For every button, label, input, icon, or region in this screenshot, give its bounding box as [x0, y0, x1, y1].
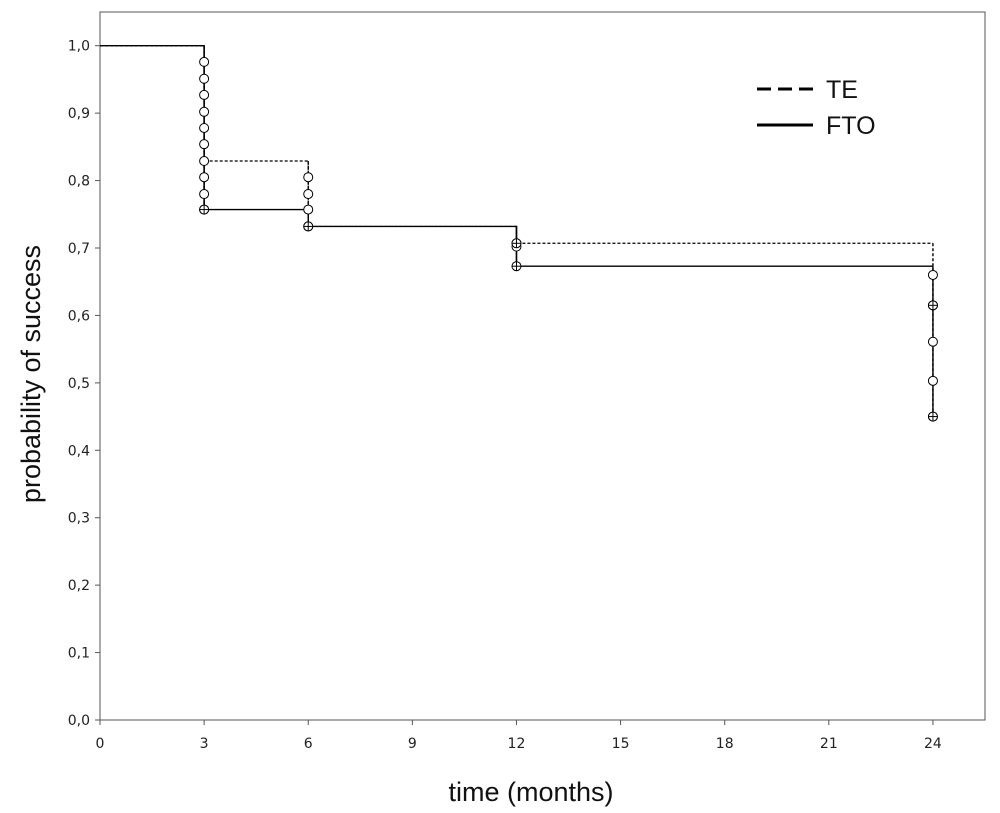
- te-event-marker: [927, 375, 938, 386]
- te-event-marker: [303, 172, 314, 183]
- x-tick-label: 15: [612, 736, 630, 752]
- y-tick-label: 0,7: [68, 241, 90, 257]
- x-tick-label: 12: [508, 736, 526, 752]
- y-tick-label: 1,0: [68, 39, 90, 55]
- y-tick-label: 0,8: [68, 174, 90, 190]
- te-event-marker: [199, 139, 210, 150]
- te-event-marker: [199, 73, 210, 84]
- x-tick-label: 21: [820, 736, 838, 752]
- y-tick-label: 0,0: [68, 713, 90, 729]
- legend-label-te: TE: [826, 76, 858, 104]
- x-tick-label: 9: [408, 736, 417, 752]
- y-tick-label: 0,1: [68, 646, 90, 662]
- x-axis-ticks: 0 3 6 9 12 15 18 21 24: [96, 720, 942, 752]
- marker-layer: [199, 56, 938, 422]
- te-event-marker: [199, 189, 210, 200]
- y-tick-label: 0,2: [68, 578, 90, 594]
- legend: TE FTO: [757, 76, 876, 140]
- y-tick-label: 0,3: [68, 511, 90, 527]
- te-event-marker: [199, 122, 210, 133]
- y-tick-label: 0,4: [68, 443, 90, 459]
- plot-frame: [99, 11, 986, 721]
- x-tick-label: 3: [200, 736, 209, 752]
- te-event-marker: [303, 189, 314, 200]
- x-tick-label: 24: [924, 736, 942, 752]
- x-tick-label: 6: [304, 736, 313, 752]
- te-event-marker: [927, 269, 938, 280]
- x-tick-label: 18: [716, 736, 734, 752]
- y-axis-title: probability of success: [16, 245, 46, 503]
- x-tick-label: 0: [96, 736, 105, 752]
- te-event-marker: [927, 336, 938, 347]
- series-layer: [100, 45, 934, 417]
- y-tick-label: 0,5: [68, 376, 90, 392]
- x-axis-title: time (months): [448, 777, 613, 807]
- te-event-marker: [199, 56, 210, 67]
- y-tick-label: 0,6: [68, 308, 90, 324]
- te-event-marker: [199, 172, 210, 183]
- y-axis-ticks: 0,0 0,1 0,2 0,3 0,4 0,5 0,6 0,7 0,8 0,9 1,0: [68, 39, 100, 729]
- te-event-marker: [199, 106, 210, 117]
- te-event-marker: [199, 89, 210, 100]
- series-line-te: [100, 45, 933, 244]
- legend-label-fto: FTO: [826, 112, 876, 140]
- te-event-marker: [199, 156, 210, 167]
- y-tick-label: 0,9: [68, 106, 90, 122]
- te-event-marker: [303, 204, 314, 215]
